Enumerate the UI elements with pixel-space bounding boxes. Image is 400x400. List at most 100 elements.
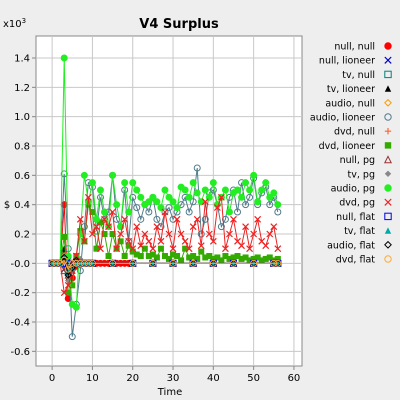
data-point [141, 245, 148, 252]
data-point [137, 193, 145, 201]
data-point [221, 245, 229, 253]
data-point [97, 245, 104, 253]
data-point [76, 259, 84, 267]
data-point [209, 259, 217, 267]
data-point [384, 240, 392, 249]
y-tick-label: 0.6 [14, 171, 30, 182]
data-point [242, 179, 250, 187]
y-tick-label: 0.4 [14, 200, 30, 211]
y-tick-label: 1.4 [14, 54, 30, 65]
data-point [101, 231, 108, 237]
data-point [178, 257, 185, 264]
data-point [190, 253, 197, 259]
data-point [88, 259, 96, 267]
data-point [125, 237, 133, 245]
y-axis-ticks: -0.6 -0.4 -0.2 -0.0 0.2 0.4 0.6 0.8 1.0 1.2 1.4 [10, 54, 36, 358]
data-point [242, 254, 249, 261]
data-point [68, 333, 76, 341]
data-point [121, 179, 129, 187]
data-point [137, 253, 144, 259]
data-point [270, 189, 278, 197]
data-point [193, 189, 201, 197]
y-tick-label: 0.2 [14, 230, 30, 241]
data-point [92, 215, 100, 223]
data-point [76, 267, 84, 275]
data-point [384, 212, 392, 221]
data-point [274, 208, 282, 216]
data-point [384, 70, 392, 79]
data-point [101, 215, 108, 223]
legend-label: audio, pg [331, 184, 375, 195]
data-point [157, 237, 165, 245]
data-point [189, 259, 197, 267]
data-point [113, 245, 121, 253]
data-point [246, 193, 254, 201]
data-point [266, 201, 274, 209]
data-point [133, 204, 141, 212]
data-point [266, 193, 274, 201]
data-point [153, 198, 161, 206]
data-point [96, 193, 104, 201]
x-tick-label: 10 [86, 373, 99, 384]
data-point [185, 245, 193, 253]
legend-label: tv, lioneer [327, 84, 375, 95]
x-tick-label: 60 [288, 373, 301, 384]
data-point [238, 242, 245, 250]
legend-label: tv, flat [344, 226, 375, 237]
y-multiplier-base: x10 [3, 19, 22, 30]
data-point [129, 193, 137, 201]
data-point [125, 242, 132, 249]
data-point [222, 253, 229, 259]
data-point [254, 215, 262, 223]
data-point [250, 230, 258, 238]
data-point [221, 215, 229, 223]
data-point [206, 253, 213, 259]
data-point [242, 223, 250, 231]
data-point [193, 215, 201, 223]
data-point [165, 204, 173, 212]
data-point [229, 259, 237, 267]
data-point [384, 56, 392, 64]
legend-label: audio, null [325, 98, 375, 109]
data-point [384, 255, 392, 263]
data-point [117, 238, 124, 245]
legend-label: dvd, lioneer [319, 141, 376, 152]
data-point [170, 251, 177, 258]
data-point [384, 170, 392, 177]
data-point [384, 198, 392, 206]
data-point [141, 230, 149, 238]
x-tick-label: 20 [126, 373, 139, 384]
y-tick-label: 1.0 [14, 112, 30, 123]
data-point [129, 259, 137, 267]
data-point [64, 281, 72, 289]
data-point [384, 85, 392, 92]
data-point [166, 255, 172, 262]
data-point [121, 253, 128, 259]
data-point [209, 186, 217, 194]
data-point [88, 230, 96, 238]
data-point [80, 259, 88, 267]
data-point [97, 219, 104, 226]
data-point [72, 252, 80, 260]
data-point [64, 271, 72, 279]
data-point [48, 259, 56, 267]
data-point [197, 198, 205, 206]
data-point [234, 208, 242, 216]
data-point [89, 209, 96, 215]
data-point [197, 242, 205, 250]
y-multiplier: x103 [3, 17, 26, 30]
data-point [72, 303, 80, 311]
y-axis-label: $ [4, 200, 10, 211]
x-tick-label: 40 [207, 373, 220, 384]
data-point [197, 230, 205, 238]
data-point [189, 198, 197, 206]
data-point [177, 230, 185, 238]
data-point [165, 193, 173, 201]
data-point [157, 223, 165, 231]
data-point [117, 230, 125, 238]
series-dvd-flat [48, 256, 282, 273]
data-point [194, 255, 201, 262]
data-point [84, 259, 92, 267]
data-point [173, 215, 181, 223]
data-point [169, 259, 177, 267]
